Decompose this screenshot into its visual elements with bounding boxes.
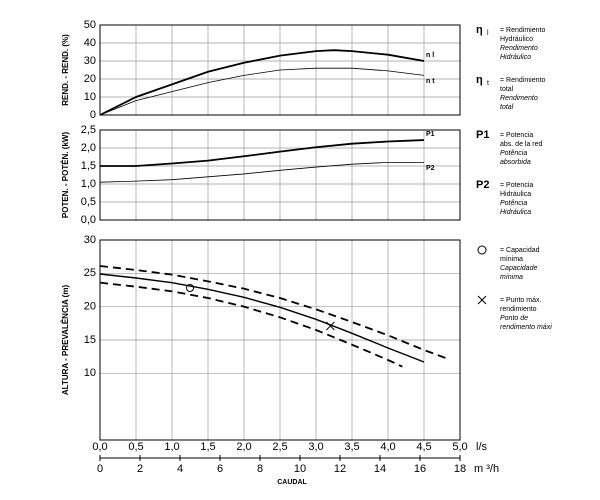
legend-text: Hydráulico <box>500 36 533 43</box>
y-tick-label: 0,0 <box>81 214 96 226</box>
legend-text: = Punto máx. <box>500 297 541 304</box>
legend-text: mínima <box>500 274 523 281</box>
y-tick-label: 25 <box>84 267 96 279</box>
legend-subscript: t <box>487 80 489 87</box>
y-tick-label: 20 <box>84 301 96 313</box>
x2-tick-label: 18 <box>454 463 466 475</box>
x2-tick-label: 14 <box>374 463 386 475</box>
y-tick-label: 1,0 <box>81 178 96 190</box>
legend-subscript: l <box>487 30 489 37</box>
legend-text: rendimento máxi <box>500 324 552 331</box>
x-tick-label: 3,5 <box>344 441 359 453</box>
y-tick-label: 0 <box>90 109 96 121</box>
plot-frame <box>99 24 461 116</box>
legend-text: Hidráulica <box>500 191 531 198</box>
x-tick-label: 1,0 <box>164 441 179 453</box>
legend-symbol: P2 <box>476 179 489 191</box>
x2-tick-label: 4 <box>177 463 183 475</box>
curve-label: P2 <box>426 165 435 172</box>
legend-text: total <box>500 86 514 93</box>
legend-text: Rendimento <box>500 45 538 52</box>
legend-text: Potência <box>500 200 527 207</box>
y-axis-label: ALTURA - PREVALÊNCIA (m) <box>61 285 70 396</box>
x-tick-label: 0,0 <box>92 441 107 453</box>
x2-tick-label: 0 <box>97 463 103 475</box>
legend-text: Rendimento <box>500 95 538 102</box>
legend-text: Capacidade <box>500 265 537 272</box>
legend-text: Ponto de <box>500 315 528 322</box>
legend-text: = Rendimiento <box>500 77 545 84</box>
curve <box>99 273 425 363</box>
x-tick-label: 2,5 <box>272 441 287 453</box>
x-tick-label: 5,0 <box>452 441 467 453</box>
y-axis-label: REND. - REND. (%) <box>61 34 70 106</box>
x2-tick-label: 2 <box>137 463 143 475</box>
legend-symbol: η <box>476 24 483 36</box>
curve <box>100 139 425 167</box>
legend-text: Hidráulica <box>500 209 531 216</box>
plot-frame <box>99 129 461 221</box>
curve <box>99 265 446 359</box>
legend-symbol: η <box>476 74 483 86</box>
x2-tick-label: 16 <box>414 463 426 475</box>
legend-symbol: P1 <box>476 129 489 141</box>
curve <box>99 281 403 368</box>
y-tick-label: 30 <box>84 234 96 246</box>
y-tick-label: 2,5 <box>81 124 96 136</box>
legend-text: = Capacidad <box>500 247 540 254</box>
y-tick-label: 0,5 <box>81 196 96 208</box>
x-tick-label: 4,0 <box>380 441 395 453</box>
marker-cross <box>326 321 335 331</box>
y-tick-label: 2,0 <box>81 142 96 154</box>
legend-text: abs. de la red <box>500 141 543 148</box>
marker-circle <box>186 284 194 292</box>
legend-text: rendimiento <box>500 306 537 313</box>
x-tick-label: 4,5 <box>416 441 431 453</box>
curve <box>99 67 425 116</box>
y-tick-label: 10 <box>84 367 96 379</box>
legend-text: total <box>500 104 514 111</box>
legend-text: = Potencia <box>500 182 533 189</box>
x2-tick-label: 10 <box>294 463 306 475</box>
x-axis-label: l/s <box>476 441 488 453</box>
legend-cross <box>477 295 487 305</box>
y-tick-label: 40 <box>84 37 96 49</box>
x-tick-label: 3,0 <box>308 441 323 453</box>
curve-label: n t <box>426 78 435 85</box>
y-tick-label: 10 <box>84 91 96 103</box>
y-tick-label: 30 <box>84 55 96 67</box>
plot-frame <box>99 239 461 441</box>
x-axis-caption: CAUDAL <box>277 479 307 486</box>
y-axis-label: POTEN. - POTÊN. (kW) <box>61 132 70 219</box>
legend-circle <box>477 245 487 255</box>
x2-tick-label: 6 <box>217 463 223 475</box>
curve <box>99 162 424 183</box>
x-tick-label: 0,5 <box>128 441 143 453</box>
y-tick-label: 50 <box>84 19 96 31</box>
y-tick-label: 1,5 <box>81 160 96 172</box>
y-tick-label: 20 <box>84 73 96 85</box>
curve-label: n l <box>426 52 434 59</box>
legend-text: absorbida <box>500 159 531 166</box>
legend-text: = Rendimiento <box>500 27 545 34</box>
legend-text: Hidráulico <box>500 54 531 61</box>
x2-tick-label: 8 <box>257 463 263 475</box>
legend-text: = Potencia <box>500 132 533 139</box>
x-tick-label: 1,5 <box>200 441 215 453</box>
x-tick-label: 2,0 <box>236 441 251 453</box>
legend-text: mínima <box>500 256 523 263</box>
x2-axis-label: m ³/h <box>474 463 499 475</box>
curve-label: P1 <box>426 131 435 138</box>
x2-tick-label: 12 <box>334 463 346 475</box>
y-tick-label: 15 <box>84 334 96 346</box>
curve <box>99 49 425 116</box>
legend-text: Potência <box>500 150 527 157</box>
